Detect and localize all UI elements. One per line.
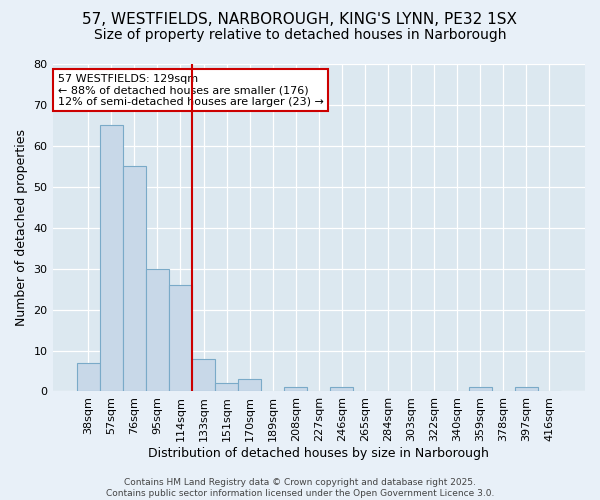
Bar: [215, 384, 238, 392]
Bar: [515, 388, 538, 392]
Bar: [330, 388, 353, 392]
Bar: [284, 388, 307, 392]
Text: 57 WESTFIELDS: 129sqm
← 88% of detached houses are smaller (176)
12% of semi-det: 57 WESTFIELDS: 129sqm ← 88% of detached …: [58, 74, 324, 107]
X-axis label: Distribution of detached houses by size in Narborough: Distribution of detached houses by size …: [148, 447, 489, 460]
Text: Size of property relative to detached houses in Narborough: Size of property relative to detached ho…: [94, 28, 506, 42]
Bar: [192, 358, 215, 392]
Bar: [469, 388, 491, 392]
Text: Contains HM Land Registry data © Crown copyright and database right 2025.
Contai: Contains HM Land Registry data © Crown c…: [106, 478, 494, 498]
Bar: [146, 268, 169, 392]
Bar: [169, 285, 192, 392]
Bar: [77, 363, 100, 392]
Bar: [123, 166, 146, 392]
Y-axis label: Number of detached properties: Number of detached properties: [15, 129, 28, 326]
Bar: [238, 379, 261, 392]
Bar: [100, 126, 123, 392]
Text: 57, WESTFIELDS, NARBOROUGH, KING'S LYNN, PE32 1SX: 57, WESTFIELDS, NARBOROUGH, KING'S LYNN,…: [83, 12, 517, 28]
